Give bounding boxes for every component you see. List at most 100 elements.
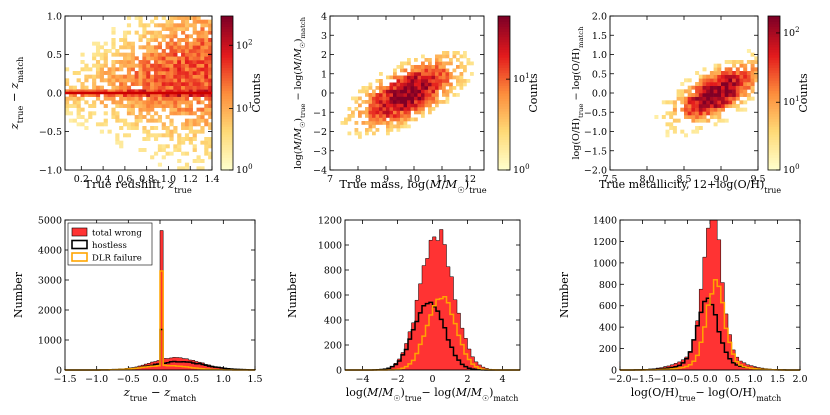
heatmap-cell <box>88 111 93 116</box>
heatmap-cell <box>414 107 418 111</box>
heatmap-cell <box>68 96 74 101</box>
heatmap-cell <box>111 27 116 31</box>
colorbar-label: Counts <box>797 73 810 113</box>
heatmap-cell <box>403 89 408 94</box>
heatmap-cell <box>169 118 174 123</box>
heatmap-cell <box>372 103 376 108</box>
heatmap-cell <box>702 96 707 101</box>
heatmap-cell <box>92 82 97 86</box>
heatmap-cell <box>396 79 401 83</box>
y-tick-label: 2000 <box>38 306 62 317</box>
legend-swatch <box>71 227 88 237</box>
heatmap-cell <box>421 86 425 90</box>
heatmap-cell <box>169 71 174 75</box>
heatmap-cell <box>665 122 670 127</box>
heatmap-cell <box>153 23 159 28</box>
heatmap-cell <box>698 93 703 97</box>
heatmap-cell <box>169 27 174 31</box>
heatmap-cell <box>728 78 733 83</box>
heatmap-cell <box>702 107 707 112</box>
heatmap-cell <box>438 79 443 83</box>
heatmap-cell <box>184 166 190 171</box>
heatmap-cell <box>204 23 209 28</box>
heatmap-cell <box>379 93 383 97</box>
y-tick-label: 400 <box>599 323 617 334</box>
heatmap-cell <box>130 67 135 72</box>
heatmap-cell <box>442 72 446 76</box>
heatmap-cell <box>123 30 128 35</box>
heatmap-cell <box>375 110 380 115</box>
colorbar-cell <box>768 75 780 79</box>
heatmap-cell <box>181 74 186 79</box>
heatmap-cell <box>735 104 740 108</box>
colorbar-cell <box>768 105 780 109</box>
heatmap-cell <box>165 71 170 75</box>
heatmap-cell <box>421 54 425 59</box>
heatmap-cell <box>393 114 397 118</box>
heatmap-cell <box>695 82 700 86</box>
heatmap-cell <box>382 100 387 104</box>
heatmap-cell <box>192 41 197 46</box>
heatmap-cell <box>95 67 101 72</box>
heatmap-cell <box>661 115 666 119</box>
heatmap-cell <box>421 93 425 97</box>
colorbar-cell <box>768 62 780 66</box>
heatmap-cell <box>157 82 163 86</box>
heatmap-cell <box>665 111 670 116</box>
heatmap-cell <box>196 49 201 53</box>
colorbar-cell <box>768 118 780 122</box>
heatmap-cell <box>421 75 425 80</box>
heatmap-cell <box>169 104 174 108</box>
colorbar-cell <box>498 141 510 145</box>
heatmap-cell <box>428 75 432 80</box>
heatmap-cell <box>192 137 197 141</box>
heatmap-cell <box>393 107 397 111</box>
heatmap-cell <box>95 96 101 101</box>
heatmap-cell <box>721 74 725 79</box>
heatmap-cell <box>445 72 450 76</box>
heatmap-cell <box>107 71 112 75</box>
heatmap-cell <box>126 107 132 112</box>
heatmap-cell <box>153 151 159 156</box>
y-axis-label: Number <box>558 271 571 318</box>
heatmap-cell <box>107 78 112 83</box>
heatmap-cell <box>746 49 751 53</box>
colorbar-cell <box>768 44 780 48</box>
heatmap-cell <box>123 34 128 39</box>
heatmap-cell <box>691 129 696 134</box>
heatmap-cell <box>695 118 700 123</box>
heatmap-cell <box>706 100 711 105</box>
heatmap-cell <box>161 16 166 20</box>
heatmap-cell <box>424 75 429 80</box>
heatmap-cell <box>146 137 151 141</box>
heatmap-cell <box>184 89 190 94</box>
x-tick-label: 2.0 <box>792 374 807 385</box>
heatmap-cell <box>126 96 132 101</box>
heatmap-cell <box>153 52 159 57</box>
heatmap-cell <box>138 74 143 79</box>
colorbar-cell <box>768 108 780 112</box>
heatmap-cell <box>119 85 124 90</box>
heatmap-cell <box>123 63 128 68</box>
heatmap-cell <box>724 89 729 94</box>
x-tick-label: −1.5 <box>53 374 76 385</box>
heatmap-cell <box>157 52 163 57</box>
heatmap-cell <box>687 111 692 116</box>
heatmap-cell <box>403 124 408 129</box>
heatmap-cell <box>204 71 209 75</box>
heatmap-cell <box>449 72 453 76</box>
heatmap-cell <box>728 93 733 97</box>
y-tick-label: 800 <box>324 266 342 277</box>
heatmap-cell <box>754 74 759 79</box>
heatmap-cell <box>153 85 159 90</box>
heatmap-cell <box>750 85 755 90</box>
heatmap-cell <box>417 100 422 104</box>
heatmap-cell <box>181 122 186 127</box>
heatmap-cell <box>456 79 460 83</box>
heatmap-cell <box>400 107 404 111</box>
heatmap-cell <box>702 89 707 94</box>
heatmap-cell <box>466 58 471 62</box>
heatmap-cell <box>181 96 186 101</box>
heatmap-cell <box>702 74 707 79</box>
heatmap-cell <box>72 93 77 97</box>
